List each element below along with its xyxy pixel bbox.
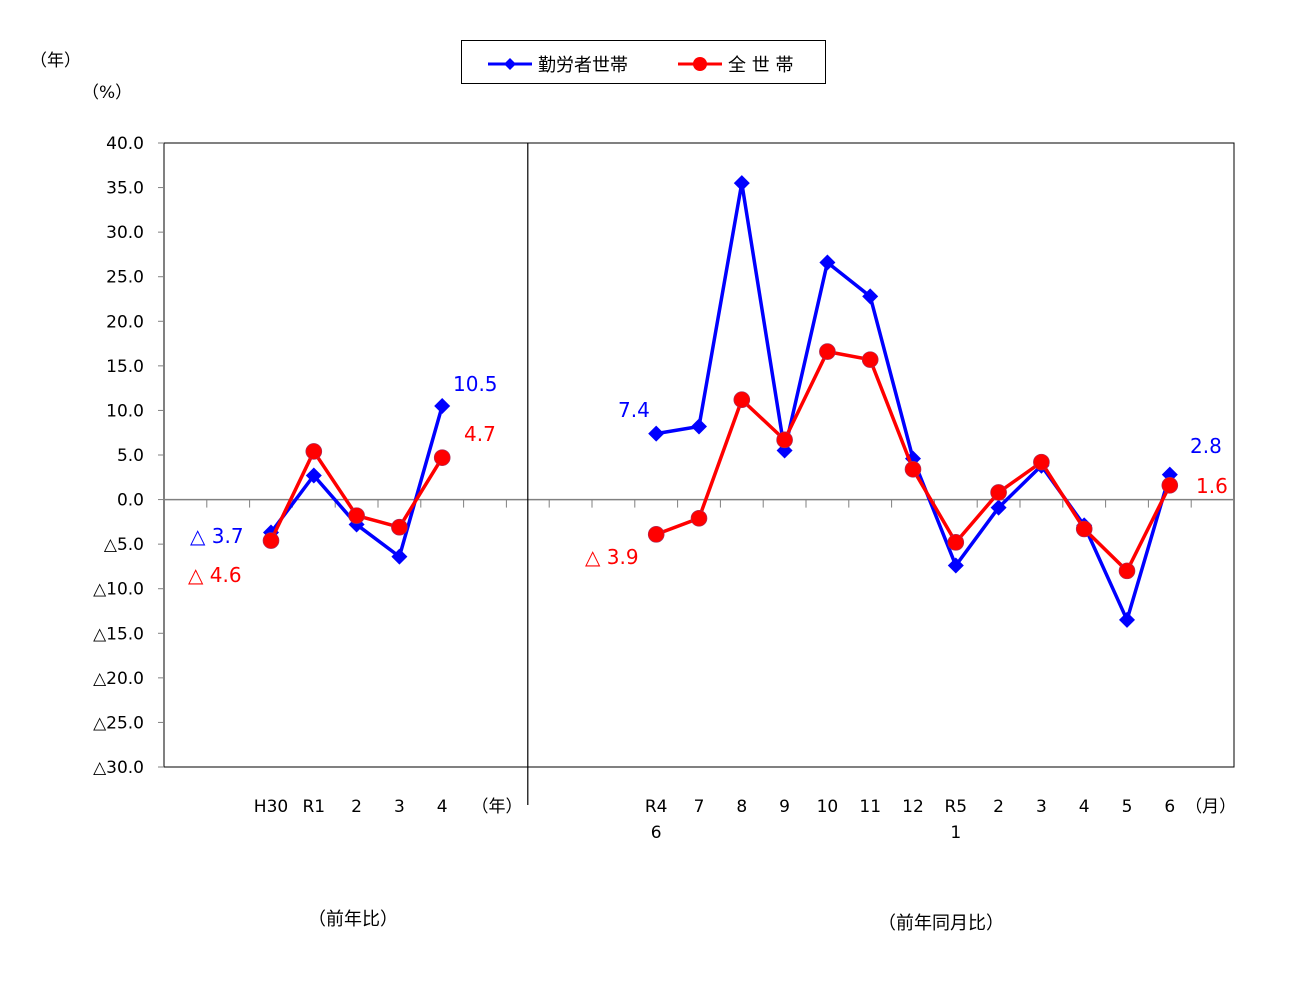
x-tick-label: 4 [1079, 797, 1090, 817]
diamond-marker-icon [1119, 611, 1135, 628]
data-label: △ 3.7 [190, 524, 244, 548]
diamond-marker-icon [947, 557, 964, 574]
circle-marker-icon [1075, 520, 1093, 538]
caption-left: （前年比） [308, 909, 398, 930]
diamond-marker-icon [691, 418, 707, 435]
circle-marker-icon [733, 391, 751, 409]
circle-marker-icon [305, 443, 323, 460]
y-tick-label: 25.0 [106, 268, 144, 288]
x-tick-label: 2 [351, 797, 362, 817]
data-label: 10.5 [453, 372, 498, 396]
diamond-marker-icon [305, 467, 322, 484]
circle-marker-icon [391, 518, 408, 536]
circle-marker-icon [990, 484, 1007, 501]
x-tick-label: 10 [817, 797, 839, 817]
y-tick-label: △25.0 [93, 713, 144, 733]
chart-legend: 勤労者世帯 全 世 帯 [461, 40, 826, 84]
circle-marker-icon [433, 449, 451, 466]
x-tick-label: 6 [651, 823, 662, 843]
data-label: △ 4.6 [188, 563, 242, 587]
x-tick-label: 11 [859, 797, 881, 817]
x-tick-label: 2 [993, 797, 1004, 817]
x-tick-label: 9 [779, 797, 790, 817]
y-tick-label: △10.0 [93, 580, 144, 600]
diamond-marker-icon [990, 499, 1007, 516]
x-tick-label: 3 [394, 797, 405, 817]
circle-marker-icon [861, 351, 879, 368]
data-label: 1.6 [1196, 474, 1228, 498]
legend-item-all-households: 全 世 帯 [678, 51, 793, 77]
diamond-marker-icon [391, 548, 408, 565]
circle-marker-icon [262, 532, 280, 549]
circle-marker-icon [647, 526, 665, 543]
diamond-marker-icon [733, 175, 750, 192]
x-tick-label: 3 [1036, 797, 1047, 817]
y-tick-label: △15.0 [93, 624, 144, 644]
circle-marker-icon [776, 431, 793, 449]
x-tick-label: 1 [950, 823, 961, 843]
x-tick-label: R1 [302, 797, 325, 817]
x-tick-label: 6 [1164, 797, 1175, 817]
series-line [655, 182, 1172, 625]
y-tick-label: 0.0 [117, 491, 144, 511]
x-tick-label: 7 [694, 797, 705, 817]
year-unit-label: （年） [30, 51, 81, 71]
circle-marker-icon [1118, 562, 1136, 580]
circle-marker-icon [904, 460, 922, 478]
y-tick-label: △30.0 [93, 758, 144, 778]
data-label: △ 3.9 [585, 545, 639, 569]
diamond-marker-icon [862, 288, 879, 305]
y-tick-label: 20.0 [106, 312, 144, 332]
legend-label-workers: 勤労者世帯 [538, 55, 628, 76]
circle-marker-icon [1161, 477, 1179, 494]
x-tick-label: H30 [254, 797, 288, 817]
circle-marker-icon [690, 509, 708, 527]
percent-unit-label: （%） [82, 83, 133, 103]
diamond-marker-icon [434, 397, 451, 414]
y-tick-label: 30.0 [106, 223, 144, 243]
data-label: 4.7 [464, 422, 496, 446]
y-tick-label: 35.0 [106, 179, 144, 199]
y-tick-label: 10.0 [106, 401, 144, 421]
legend-item-workers: 勤労者世帯 [488, 51, 628, 77]
series-line [269, 405, 444, 560]
y-tick-label: 15.0 [106, 357, 144, 377]
plot-area [163, 142, 1235, 768]
legend-label-all-households: 全 世 帯 [728, 55, 794, 76]
x-tick-label: 12 [902, 797, 924, 817]
y-tick-label: △5.0 [104, 535, 144, 555]
x-tick-label: 8 [736, 797, 747, 817]
circle-marker-icon [819, 343, 836, 360]
blue-diamond-marker-icon [488, 58, 532, 70]
y-tick-label: △20.0 [93, 669, 144, 689]
red-circle-marker-icon [678, 57, 722, 71]
x-tick-label: R4 [645, 797, 668, 817]
diamond-marker-icon [648, 425, 665, 442]
data-label: 7.4 [618, 398, 650, 422]
data-label: 2.8 [1190, 434, 1222, 458]
circle-marker-icon [348, 507, 365, 524]
y-tick-label: 5.0 [117, 446, 144, 466]
caption-right: （前年同月比） [878, 913, 1004, 934]
diamond-marker-icon [819, 254, 836, 271]
x-axis-unit: （月） [1185, 797, 1236, 817]
x-axis-unit: （年） [472, 797, 523, 817]
x-tick-label: 4 [437, 797, 448, 817]
circle-marker-icon [947, 534, 965, 551]
y-tick-label: 40.0 [106, 134, 144, 154]
x-tick-label: 5 [1122, 797, 1133, 817]
x-tick-label: R5 [944, 797, 967, 817]
circle-marker-icon [1033, 453, 1050, 471]
